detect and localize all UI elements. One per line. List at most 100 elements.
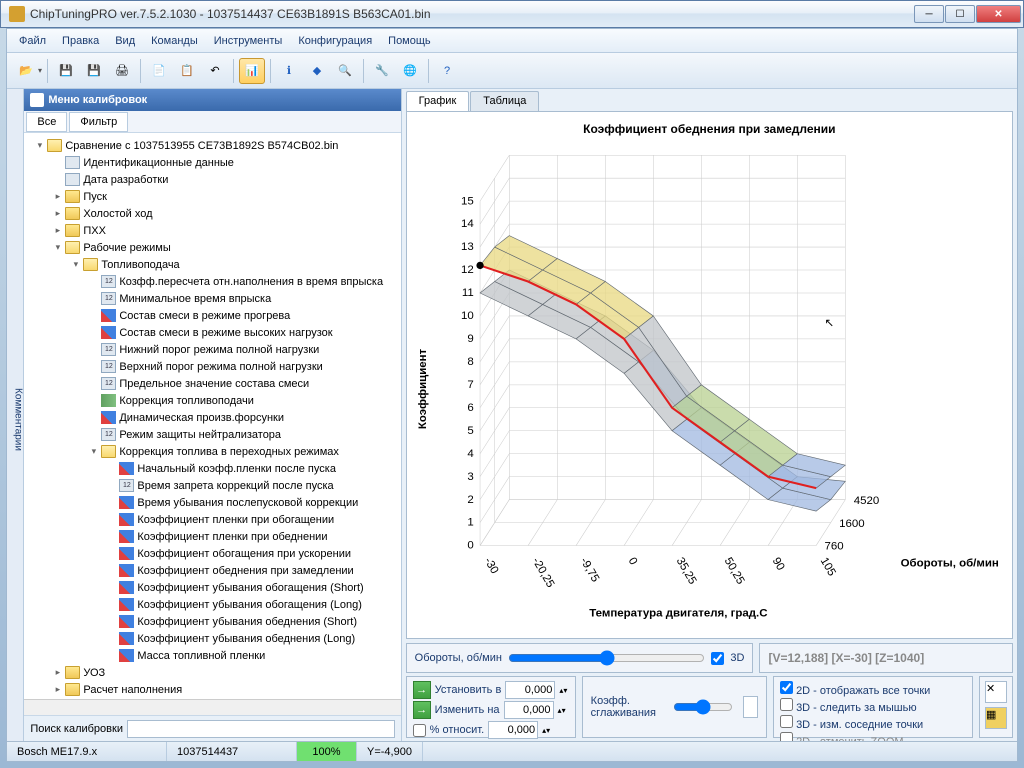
tree-node[interactable]: Состав смеси в режиме высоких нагрузок — [24, 324, 400, 341]
tree-node[interactable]: ▾Сравнение с 1037513955 CE73B1892S B574C… — [24, 137, 400, 154]
tab-all[interactable]: Все — [26, 112, 67, 132]
tree-node[interactable]: Динамическая произв.форсунки — [24, 409, 400, 426]
info-button[interactable]: ℹ — [276, 58, 302, 84]
tree-node[interactable]: Коррекция топливоподачи — [24, 392, 400, 409]
tool1-button[interactable]: 🔧 — [369, 58, 395, 84]
rpm-slider[interactable] — [508, 649, 705, 667]
menu-инструменты[interactable]: Инструменты — [206, 32, 291, 50]
chart-title: Коэффициент обеднения при замедлении — [407, 112, 1012, 140]
extra-button-1[interactable]: ✕ — [985, 681, 1007, 703]
search-label: Поиск калибровки — [30, 723, 123, 735]
tree-node[interactable]: 12Верхний порог режима полной нагрузки — [24, 358, 400, 375]
checkbox-3d[interactable] — [711, 652, 724, 665]
tree-node[interactable]: Коэффициент убывания обогащения (Long) — [24, 596, 400, 613]
tree-node[interactable]: Дата разработки — [24, 171, 400, 188]
calibration-panel: Меню калибровок Все Фильтр ▾Сравнение с … — [24, 89, 401, 741]
right-panel: График Таблица Коэффициент обеднения при… — [402, 89, 1017, 741]
tab-table[interactable]: Таблица — [470, 91, 539, 111]
print-button[interactable]: 🖨 — [109, 58, 135, 84]
extra-button-2[interactable]: ▦ — [985, 707, 1007, 729]
opt1-checkbox[interactable] — [780, 681, 793, 694]
svg-text:3: 3 — [467, 471, 473, 483]
help-button[interactable]: ? — [434, 58, 460, 84]
tree-node[interactable]: Начальный коэфф.пленки после пуска — [24, 460, 400, 477]
tree-node[interactable]: 12Режим защиты нейтрализатора — [24, 426, 400, 443]
tree-node[interactable]: Коэффициент убывания обогащения (Short) — [24, 579, 400, 596]
svg-text:↖: ↖ — [824, 317, 834, 329]
tree-node[interactable]: ▸Пуск — [24, 188, 400, 205]
comments-vtab[interactable]: Комментарии — [7, 89, 24, 741]
relative-checkbox[interactable] — [413, 724, 426, 737]
svg-text:50,25: 50,25 — [721, 556, 746, 587]
tree-node[interactable]: ▸ПХХ — [24, 222, 400, 239]
set-button[interactable]: → — [413, 681, 431, 699]
checksum-button[interactable]: ◆ — [304, 58, 330, 84]
search-input[interactable] — [127, 720, 395, 738]
relative-input[interactable] — [488, 721, 538, 739]
tree-scrollbar[interactable] — [24, 699, 400, 715]
title-bar: ChipTuningPRO ver.7.5.2.1030 - 103751443… — [0, 0, 1024, 28]
svg-text:-9,75: -9,75 — [577, 556, 600, 585]
panel-header: Меню калибровок — [24, 89, 400, 111]
change-label: Изменить на — [435, 704, 500, 716]
chart-area[interactable]: Коэффициент обеднения при замедлении 012… — [406, 111, 1013, 639]
open-button[interactable]: 📂 — [13, 58, 39, 84]
menu-конфигурация[interactable]: Конфигурация — [290, 32, 380, 50]
tree-node[interactable]: ▸Расчет наполнения — [24, 681, 400, 698]
tree-node[interactable]: 12Минимальное время впрыска — [24, 290, 400, 307]
change-input[interactable] — [504, 701, 554, 719]
menu-вид[interactable]: Вид — [107, 32, 143, 50]
tree-node[interactable]: Коэффициент убывания обеднения (Short) — [24, 613, 400, 630]
compare-button[interactable]: 📊 — [239, 58, 265, 84]
web-button[interactable]: 🌐 — [397, 58, 423, 84]
tree-node[interactable]: ▾Коррекция топлива в переходных режимах — [24, 443, 400, 460]
search-button[interactable]: 🔍 — [332, 58, 358, 84]
calibration-tree[interactable]: ▾Сравнение с 1037513955 CE73B1892S B574C… — [24, 133, 400, 699]
apply-smooth-button[interactable] — [743, 696, 758, 718]
svg-text:-30: -30 — [481, 556, 500, 576]
tree-node[interactable]: Коэффициент обеднения при замедлении — [24, 562, 400, 579]
maximize-button[interactable]: ☐ — [945, 5, 975, 23]
menu-команды[interactable]: Команды — [143, 32, 206, 50]
tree-node[interactable]: 12Предельное значение состава смеси — [24, 375, 400, 392]
tree-node[interactable]: ▸УОЗ — [24, 664, 400, 681]
tree-node[interactable]: ▸Холостой ход — [24, 205, 400, 222]
tree-node[interactable]: ▾Рабочие режимы — [24, 239, 400, 256]
tree-node[interactable]: Коэффициент убывания обеднения (Long) — [24, 630, 400, 647]
set-input[interactable] — [505, 681, 555, 699]
svg-text:Обороты, об/мин: Обороты, об/мин — [900, 557, 998, 569]
opt3-checkbox[interactable] — [780, 715, 793, 728]
tree-node[interactable]: Коэффициент пленки при обогащении — [24, 511, 400, 528]
undo-button[interactable]: ↶ — [202, 58, 228, 84]
tree-node[interactable]: Масса топливной пленки — [24, 647, 400, 664]
copy-button[interactable]: 📄 — [146, 58, 172, 84]
paste-button[interactable]: 📋 — [174, 58, 200, 84]
tree-node[interactable]: 12Нижний порог режима полной нагрузки — [24, 341, 400, 358]
status-y: Y=-4,900 — [357, 742, 423, 761]
save-as-button[interactable]: 💾 — [81, 58, 107, 84]
save-button[interactable]: 💾 — [53, 58, 79, 84]
tree-node[interactable]: Состав смеси в режиме прогрева — [24, 307, 400, 324]
opt2-checkbox[interactable] — [780, 698, 793, 711]
change-button[interactable]: → — [413, 701, 431, 719]
close-button[interactable]: ✕ — [976, 5, 1021, 23]
menu-правка[interactable]: Правка — [54, 32, 107, 50]
tree-node[interactable]: ▾Топливоподача — [24, 256, 400, 273]
smooth-slider[interactable] — [673, 698, 733, 716]
svg-text:4520: 4520 — [853, 495, 879, 507]
menu-помощь[interactable]: Помощь — [380, 32, 439, 50]
cursor-readout: [V=12,188] [X=-30] [Z=1040] — [768, 651, 924, 665]
tab-filter[interactable]: Фильтр — [69, 112, 128, 132]
tree-node[interactable]: 12Козфф.пересчета отн.наполнения в время… — [24, 273, 400, 290]
tree-node[interactable]: 12Время запрета коррекций после пуска — [24, 477, 400, 494]
tree-node[interactable]: Время убывания послепусковой коррекции — [24, 494, 400, 511]
minimize-button[interactable]: ─ — [914, 5, 944, 23]
tree-node[interactable]: Коэффициент пленки при обеднении — [24, 528, 400, 545]
tree-node[interactable]: Идентификационные данные — [24, 154, 400, 171]
svg-text:15: 15 — [461, 195, 474, 207]
status-id: 1037514437 — [167, 742, 297, 761]
tree-node[interactable]: Коэффициент обогащения при ускорении — [24, 545, 400, 562]
tab-graph[interactable]: График — [406, 91, 470, 111]
menu-файл[interactable]: Файл — [11, 32, 54, 50]
relative-label: % относит. — [430, 724, 484, 736]
